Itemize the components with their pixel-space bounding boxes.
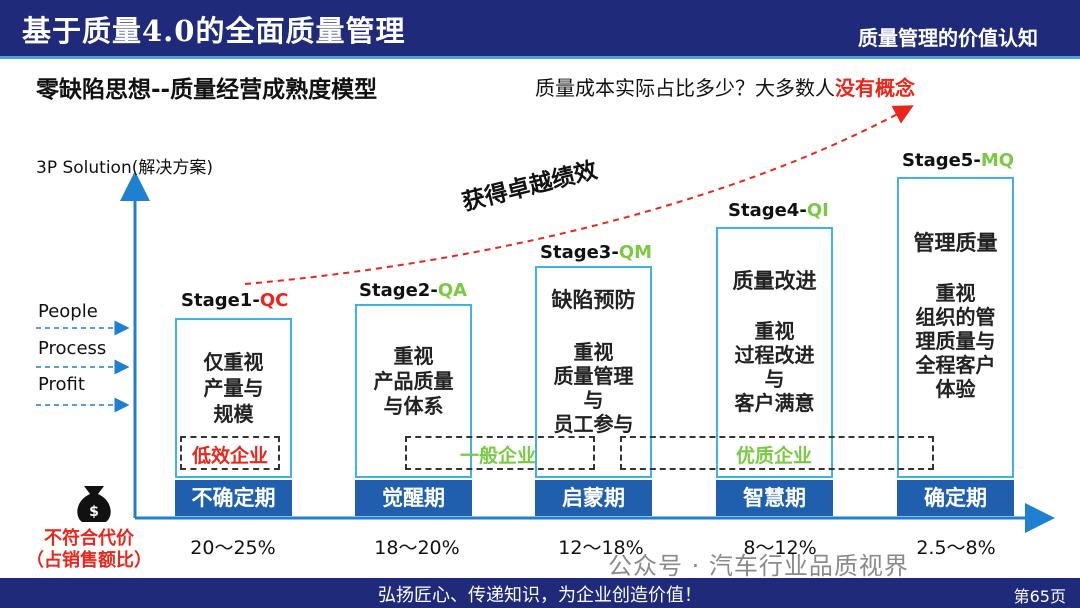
question-main: 质量成本实际占比多少？大多数人 xyxy=(535,76,835,100)
stage1-code: QC xyxy=(259,290,289,311)
stage3-line: 重视 xyxy=(573,340,614,364)
stage4-label: Stage4-QI xyxy=(728,200,829,221)
stage1-label: Stage1-QC xyxy=(181,290,288,311)
stage5-title: 管理质量 xyxy=(913,231,998,255)
cost-percent: 18～20% xyxy=(374,537,460,559)
stage1-prefix: Stage1- xyxy=(181,290,260,311)
stage5-line: 重视 xyxy=(935,281,976,305)
question-text: 质量成本实际占比多少？大多数人没有概念 xyxy=(535,72,915,101)
stage3-code: QM xyxy=(618,242,653,263)
stage4-line: 过程改进 xyxy=(734,343,815,367)
y-axis-label: 3P Solution(解决方案) xyxy=(36,158,213,178)
svg-text:$: $ xyxy=(89,504,99,520)
stage3-line: 员工参与 xyxy=(553,412,634,436)
stage1-box: 仅重视 产量与 规模 xyxy=(175,318,292,478)
quality-group xyxy=(620,436,934,470)
footer-slogan: 弘扬匠心、传递知识，为企业创造价值！ xyxy=(378,585,702,606)
stage2-line: 产品质量 xyxy=(373,369,454,393)
page-title: 基于质量4.0的全面质量管理 xyxy=(22,14,406,48)
stage5-prefix: Stage5- xyxy=(902,150,981,171)
cost-label-line2: （占销售额比） xyxy=(26,550,152,571)
stage5-line: 组织的管 xyxy=(915,305,996,329)
low-efficiency-group xyxy=(180,436,280,470)
phase-enlightenment: 启蒙期 xyxy=(535,480,652,516)
stage4-code: QI xyxy=(806,200,829,221)
stage2-label: Stage2-QA xyxy=(359,280,467,301)
quality-label: 优质企业 xyxy=(736,445,813,467)
average-group xyxy=(405,436,595,470)
header-bar: 基于质量4.0的全面质量管理 质量管理的价值认知 xyxy=(0,0,1080,56)
stage1-line: 规模 xyxy=(213,402,254,426)
stage3-box: 缺陷预防 重视 质量管理 与 员工参与 xyxy=(535,266,652,478)
stage3-label: Stage3-QM xyxy=(540,242,652,263)
phase-uncertainty: 不确定期 xyxy=(175,480,292,516)
phase-awakening: 觉醒期 xyxy=(355,480,472,516)
phase-wisdom: 智慧期 xyxy=(716,480,833,516)
stage2-box: 重视 产品质量 与体系 xyxy=(355,304,472,478)
stage4-title: 质量改进 xyxy=(732,269,817,293)
cost-percent: 8～12% xyxy=(743,537,817,559)
excellence-arrow xyxy=(244,105,914,285)
stage1-line: 产量与 xyxy=(203,376,264,400)
cost-label: 不符合代价 （占销售额比） xyxy=(24,528,154,572)
cost-percent: 20～25% xyxy=(190,537,276,559)
phase-certainty: 确定期 xyxy=(897,480,1014,516)
stage5-label: Stage5-MQ xyxy=(902,150,1014,171)
cost-percent: 12～18% xyxy=(558,537,644,559)
stage1-line: 仅重视 xyxy=(203,350,264,374)
stage2-prefix: Stage2- xyxy=(359,280,438,301)
header-divider xyxy=(0,56,1080,59)
stage3-line: 质量管理 xyxy=(553,364,634,388)
stage2-line: 与体系 xyxy=(383,394,444,418)
stage3-line: 与 xyxy=(583,388,604,412)
cost-label-line1: 不符合代价 xyxy=(44,528,134,549)
stage3-prefix: Stage3- xyxy=(540,242,619,263)
stage3-title: 缺陷预防 xyxy=(551,288,636,312)
model-title: 零缺陷思想--质量经营成熟度模型 xyxy=(36,77,378,103)
stage5-box: 管理质量 重视 组织的管 理质量与 全程客户 体验 xyxy=(897,177,1014,478)
stage4-line: 与 xyxy=(764,367,785,391)
footer-bar: 弘扬匠心、传递知识，为企业创造价值！ 第65页 xyxy=(0,578,1080,608)
stage4-line: 重视 xyxy=(754,319,795,343)
ppp-profit: Profit xyxy=(38,374,85,395)
page-number: 第65页 xyxy=(1013,587,1066,606)
stage5-line: 理质量与 xyxy=(915,329,996,353)
stage4-prefix: Stage4- xyxy=(728,200,807,221)
average-label: 一般企业 xyxy=(460,445,537,467)
ppp-process: Process xyxy=(38,338,107,359)
ppp-people: People xyxy=(38,301,98,322)
section-title: 质量管理的价值认知 xyxy=(858,26,1038,50)
stage5-line: 体验 xyxy=(935,377,976,401)
question-highlight: 没有概念 xyxy=(835,76,915,100)
low-efficiency-label: 低效企业 xyxy=(192,445,269,467)
watermark: 公众号 · 汽车行业品质视界 xyxy=(608,552,909,580)
stage4-line: 客户满意 xyxy=(734,391,815,415)
stage5-line: 全程客户 xyxy=(915,353,996,377)
stage2-code: QA xyxy=(437,280,468,301)
cost-percent: 2.5～8% xyxy=(916,537,996,559)
stage2-line: 重视 xyxy=(393,344,434,368)
stage5-code: MQ xyxy=(980,150,1015,171)
